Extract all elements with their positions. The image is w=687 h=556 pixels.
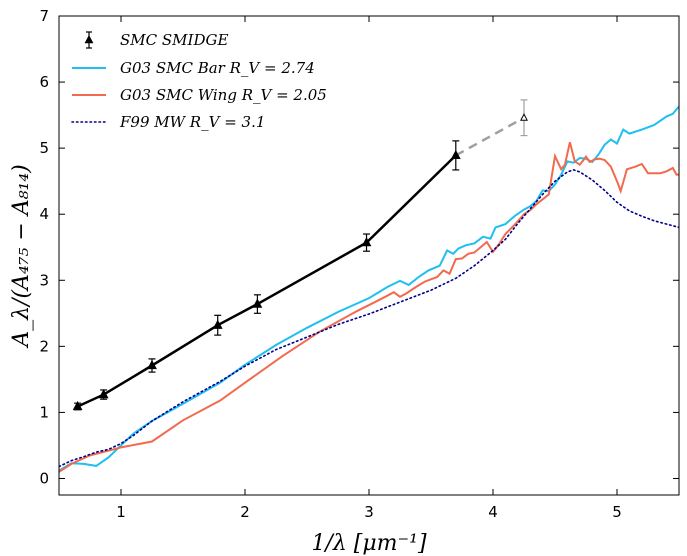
smidge-point	[450, 149, 461, 160]
series-line-wing	[59, 141, 679, 473]
x-tick-label: 2	[240, 503, 250, 521]
series-layer	[59, 99, 679, 473]
x-tick-label: 4	[488, 503, 498, 521]
clipped-series	[59, 105, 679, 473]
smidge-point	[252, 298, 263, 308]
y-tick-label: 5	[39, 139, 49, 157]
legend-label-wing: G03 SMC Wing R_V = 2.05	[120, 86, 327, 104]
series-line-bar	[59, 105, 679, 472]
smidge-point	[147, 359, 157, 370]
y-tick-label: 1	[39, 403, 49, 421]
legend-label-smidge: SMC SMIDGE	[120, 31, 228, 49]
y-tick-label: 6	[39, 73, 49, 91]
smidge-point	[212, 319, 223, 329]
y-tick-label: 4	[39, 205, 49, 223]
x-tick-label: 1	[116, 503, 126, 521]
series-line-f99	[59, 169, 679, 468]
y-tick-label: 0	[39, 469, 49, 487]
x-axis-title: 1/λ [μm⁻¹]	[311, 531, 427, 556]
smidge-extrapolated-point	[520, 113, 528, 121]
y-tick-label: 7	[39, 7, 49, 25]
y-tick-label: 3	[39, 271, 49, 289]
y-axis-title: A_λ/(A₄₇₅ − A₈₁₄)	[9, 164, 34, 349]
smidge-point	[72, 400, 83, 411]
legend-marker-triangle	[84, 34, 94, 44]
y-tick-label: 2	[39, 337, 49, 355]
smidge-point	[361, 237, 372, 247]
x-tick-label: 3	[364, 503, 374, 521]
x-tick-label: 5	[612, 503, 622, 521]
smidge-point	[98, 389, 109, 399]
legend-label-bar: G03 SMC Bar R_V = 2.74	[120, 59, 315, 77]
legend-label-f99: F99 MW R_V = 3.1	[119, 113, 265, 131]
axis-ticks: 1 2 3 4 5 0 1 2 3 4 5 6 7	[39, 7, 679, 521]
series-line-smidge-extrapolated	[455, 116, 525, 157]
legend: SMC SMIDGE G03 SMC Bar R_V = 2.74 G03 SMC …	[71, 31, 327, 131]
